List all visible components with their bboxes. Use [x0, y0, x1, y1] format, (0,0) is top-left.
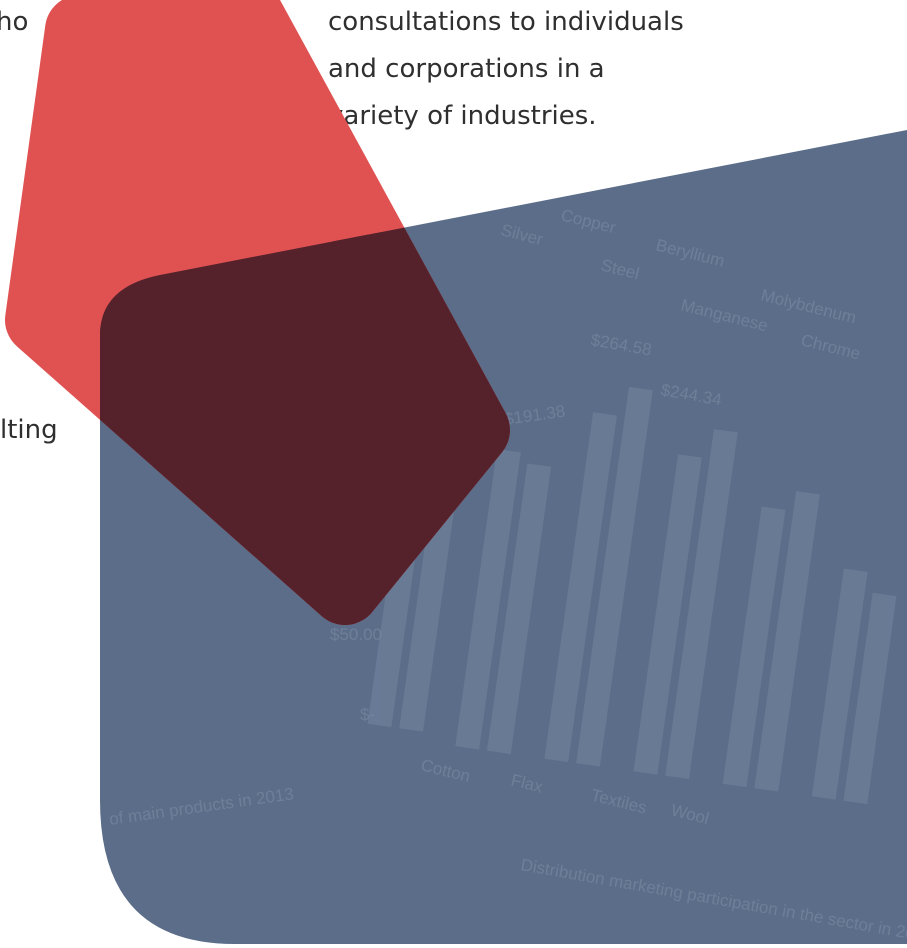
paragraph-line: consultations to individuals [328, 7, 684, 37]
paragraph-line: and corporations in a [328, 54, 605, 84]
background-label: $50.00 [330, 625, 382, 644]
text-fragment: lting [0, 415, 58, 445]
background-label: $- [360, 705, 375, 724]
text-fragment: ho [0, 7, 28, 37]
paragraph-line: variety of industries. [328, 101, 597, 131]
